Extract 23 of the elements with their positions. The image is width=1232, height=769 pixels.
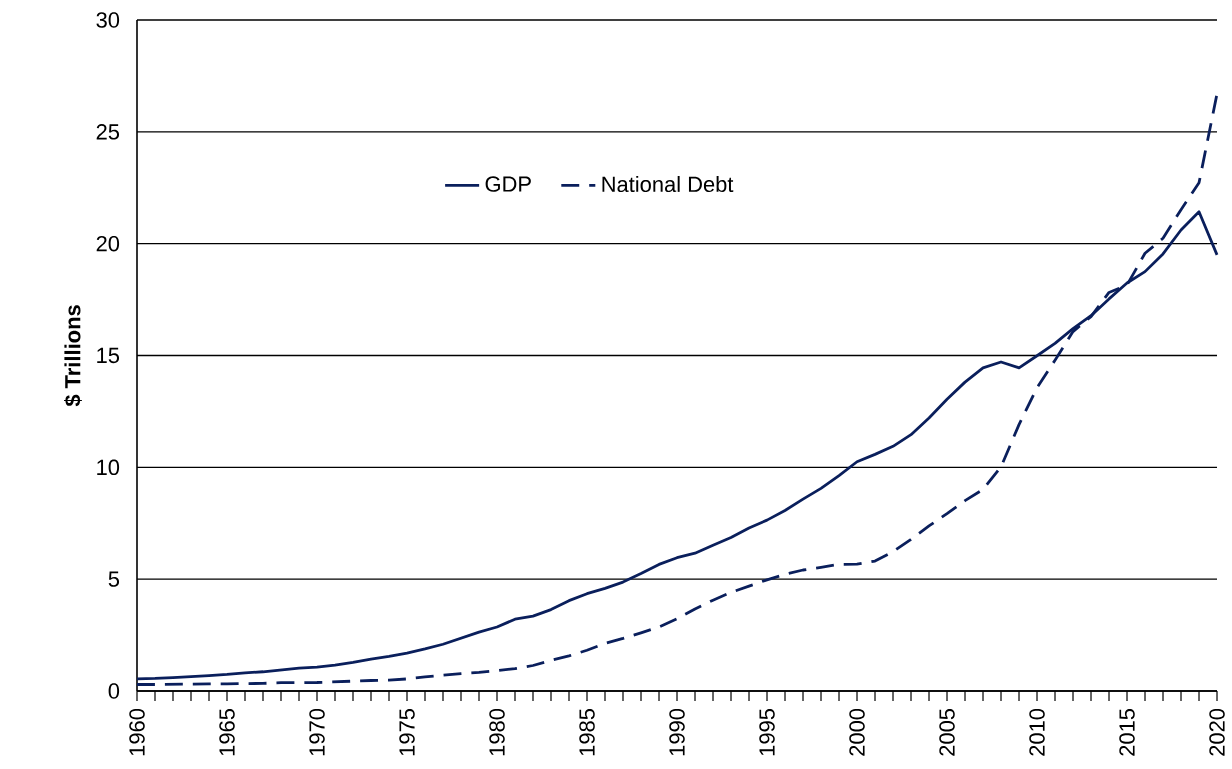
x-tick-label: 1965: [219, 708, 235, 756]
y-tick-label: 0: [108, 683, 120, 699]
x-tick-label: 1975: [399, 708, 415, 756]
y-tick-label: 25: [96, 124, 120, 140]
legend-label: National Debt: [602, 175, 734, 193]
x-tick-label: 1980: [489, 708, 505, 756]
legend-label: GDP: [485, 176, 531, 192]
x-tick-label: 2010: [1029, 708, 1045, 756]
x-tick-label: 2015: [1119, 708, 1135, 756]
x-tick-label: 1960: [129, 708, 145, 756]
x-tick-label: 1995: [759, 708, 775, 756]
x-tick-label: 1990: [669, 708, 685, 756]
x-tick-label: 1985: [579, 708, 595, 756]
x-tick-label: 1970: [309, 708, 325, 756]
x-tick-label: 2000: [849, 708, 865, 756]
y-tick-label: 30: [96, 12, 120, 28]
y-tick-label: 15: [97, 347, 120, 364]
x-tick-label: 2020: [1209, 708, 1225, 756]
y-tick-label: 10: [97, 459, 120, 476]
y-axis-title: $ Trillions: [64, 305, 82, 407]
y-tick-label: 5: [108, 571, 120, 587]
y-tick-label: 20: [96, 235, 120, 252]
x-tick-label: 2005: [939, 708, 955, 756]
